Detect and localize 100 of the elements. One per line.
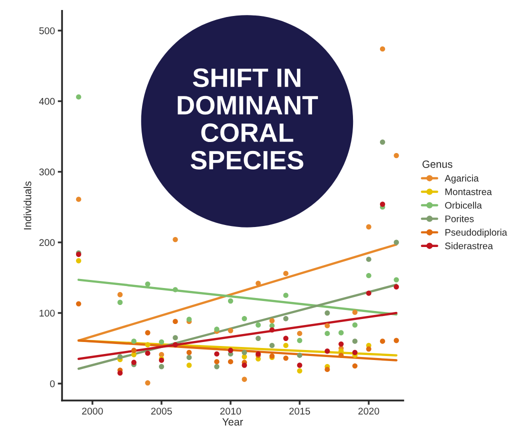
- point: [269, 318, 275, 324]
- point: [172, 318, 178, 324]
- point: [380, 140, 386, 145]
- y-tick-label: 100: [40, 310, 55, 317]
- x-tick-label: 2000: [82, 408, 103, 415]
- point: [283, 270, 288, 276]
- y-tick-label: 300: [39, 168, 55, 176]
- point: [228, 298, 234, 304]
- point: [76, 301, 82, 306]
- point: [131, 338, 136, 344]
- point: [394, 284, 399, 290]
- point: [283, 342, 288, 348]
- point: [297, 352, 302, 358]
- point: [158, 339, 164, 345]
- point: [380, 202, 386, 207]
- point: [76, 196, 82, 202]
- point: [380, 46, 386, 52]
- point: [380, 338, 386, 344]
- point: [228, 348, 234, 353]
- point: [214, 351, 220, 357]
- y-tick-label: 200: [39, 239, 55, 246]
- point: [256, 336, 261, 341]
- point: [145, 380, 150, 386]
- point: [172, 335, 178, 340]
- point: [145, 330, 150, 336]
- x-tick-label: 2015: [289, 408, 310, 415]
- point: [338, 341, 344, 347]
- point: [366, 272, 372, 278]
- legend-title: Genus: [422, 160, 452, 168]
- point: [394, 240, 399, 245]
- point: [283, 336, 288, 341]
- point: [145, 342, 150, 348]
- point: [394, 277, 399, 282]
- y-tick-label: 500: [39, 27, 55, 34]
- point: [131, 360, 136, 365]
- point: [214, 364, 220, 370]
- point: [269, 342, 275, 348]
- x-axis-title: Year: [222, 418, 244, 426]
- legend-label: Siderastrea: [445, 242, 493, 250]
- point: [117, 300, 123, 305]
- point: [297, 368, 302, 374]
- point: [145, 350, 150, 356]
- point: [256, 280, 261, 286]
- y-tick-label: 400: [39, 98, 55, 105]
- point: [172, 342, 178, 348]
- legend-label: Agaricia: [444, 174, 479, 184]
- point: [394, 152, 399, 158]
- y-axis-title: Individuals: [24, 181, 32, 230]
- point: [186, 354, 192, 360]
- point: [324, 323, 330, 328]
- point: [324, 310, 330, 316]
- point: [352, 363, 358, 369]
- point: [324, 348, 330, 354]
- point: [242, 350, 247, 356]
- point: [214, 359, 220, 364]
- point: [256, 322, 261, 328]
- point: [186, 350, 192, 356]
- point: [228, 328, 234, 334]
- point: [297, 338, 302, 344]
- point: [366, 346, 372, 352]
- point: [117, 370, 123, 376]
- point: [352, 338, 358, 344]
- point: [269, 327, 275, 333]
- point: [352, 310, 358, 315]
- point: [242, 316, 247, 322]
- point: [297, 362, 302, 368]
- point: [117, 354, 123, 360]
- point: [172, 287, 178, 292]
- point: [283, 316, 288, 322]
- legend-label: Montastrea: [445, 188, 492, 196]
- point: [242, 376, 247, 382]
- point: [131, 348, 136, 353]
- point: [158, 364, 164, 370]
- point: [186, 316, 192, 322]
- annotation: SHIFT IN DOMINANT CORAL SPECIES: [178, 68, 318, 170]
- x-tick-label: 2010: [220, 408, 242, 415]
- point: [297, 330, 302, 336]
- legend-label: Pseudodiploria: [445, 228, 508, 238]
- point: [76, 258, 82, 264]
- point: [145, 281, 150, 287]
- point: [242, 362, 247, 368]
- x-tick-label: 2005: [151, 408, 172, 415]
- point: [76, 94, 82, 100]
- point: [228, 359, 234, 364]
- legend-label: Porites: [445, 215, 474, 222]
- point: [338, 352, 344, 358]
- y-tick-label: 0: [50, 380, 55, 388]
- point: [394, 338, 399, 344]
- point: [352, 350, 358, 356]
- point: [338, 330, 344, 336]
- point: [324, 366, 330, 372]
- legend-label: Orbicella: [445, 202, 482, 209]
- x-tick-label: 2020: [358, 408, 380, 415]
- point: [366, 256, 372, 262]
- point: [172, 236, 178, 242]
- point: [366, 224, 372, 230]
- point: [117, 292, 123, 298]
- point: [324, 330, 330, 336]
- point: [283, 292, 288, 298]
- point: [186, 362, 192, 368]
